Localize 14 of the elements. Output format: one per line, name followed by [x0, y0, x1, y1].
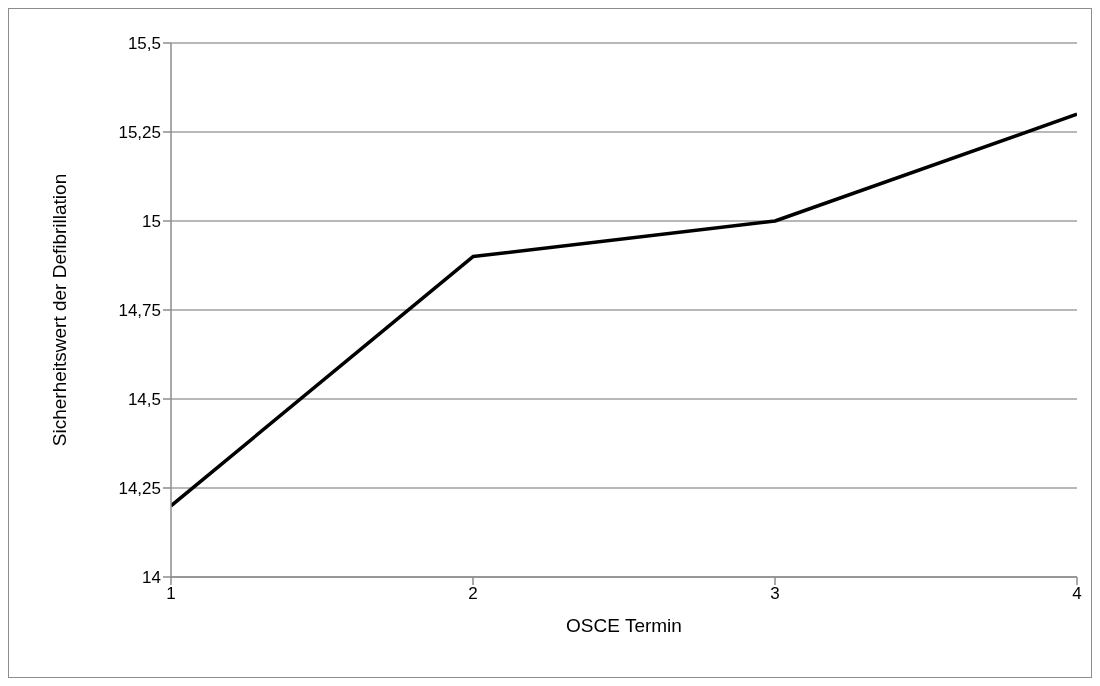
- y-tick-label: 15,25: [118, 123, 161, 143]
- x-tick-label: 4: [1072, 584, 1082, 604]
- y-tick-label: 14,5: [127, 390, 161, 410]
- y-tick-label: 14,75: [118, 301, 161, 321]
- x-tick-label: 1: [166, 584, 176, 604]
- y-tick-label: 14: [142, 568, 161, 588]
- x-tick-label: 2: [468, 584, 478, 604]
- y-tick-label: 15: [142, 212, 161, 232]
- y-tick-label: 14,25: [118, 479, 161, 499]
- y-axis-title: Sicherheitswert der Defibrillation: [48, 173, 70, 447]
- x-axis-title: OSCE Termin: [566, 615, 682, 637]
- y-tick-label: 15,5: [127, 34, 161, 54]
- x-tick-label: 3: [770, 584, 780, 604]
- line-series: [171, 112, 1077, 508]
